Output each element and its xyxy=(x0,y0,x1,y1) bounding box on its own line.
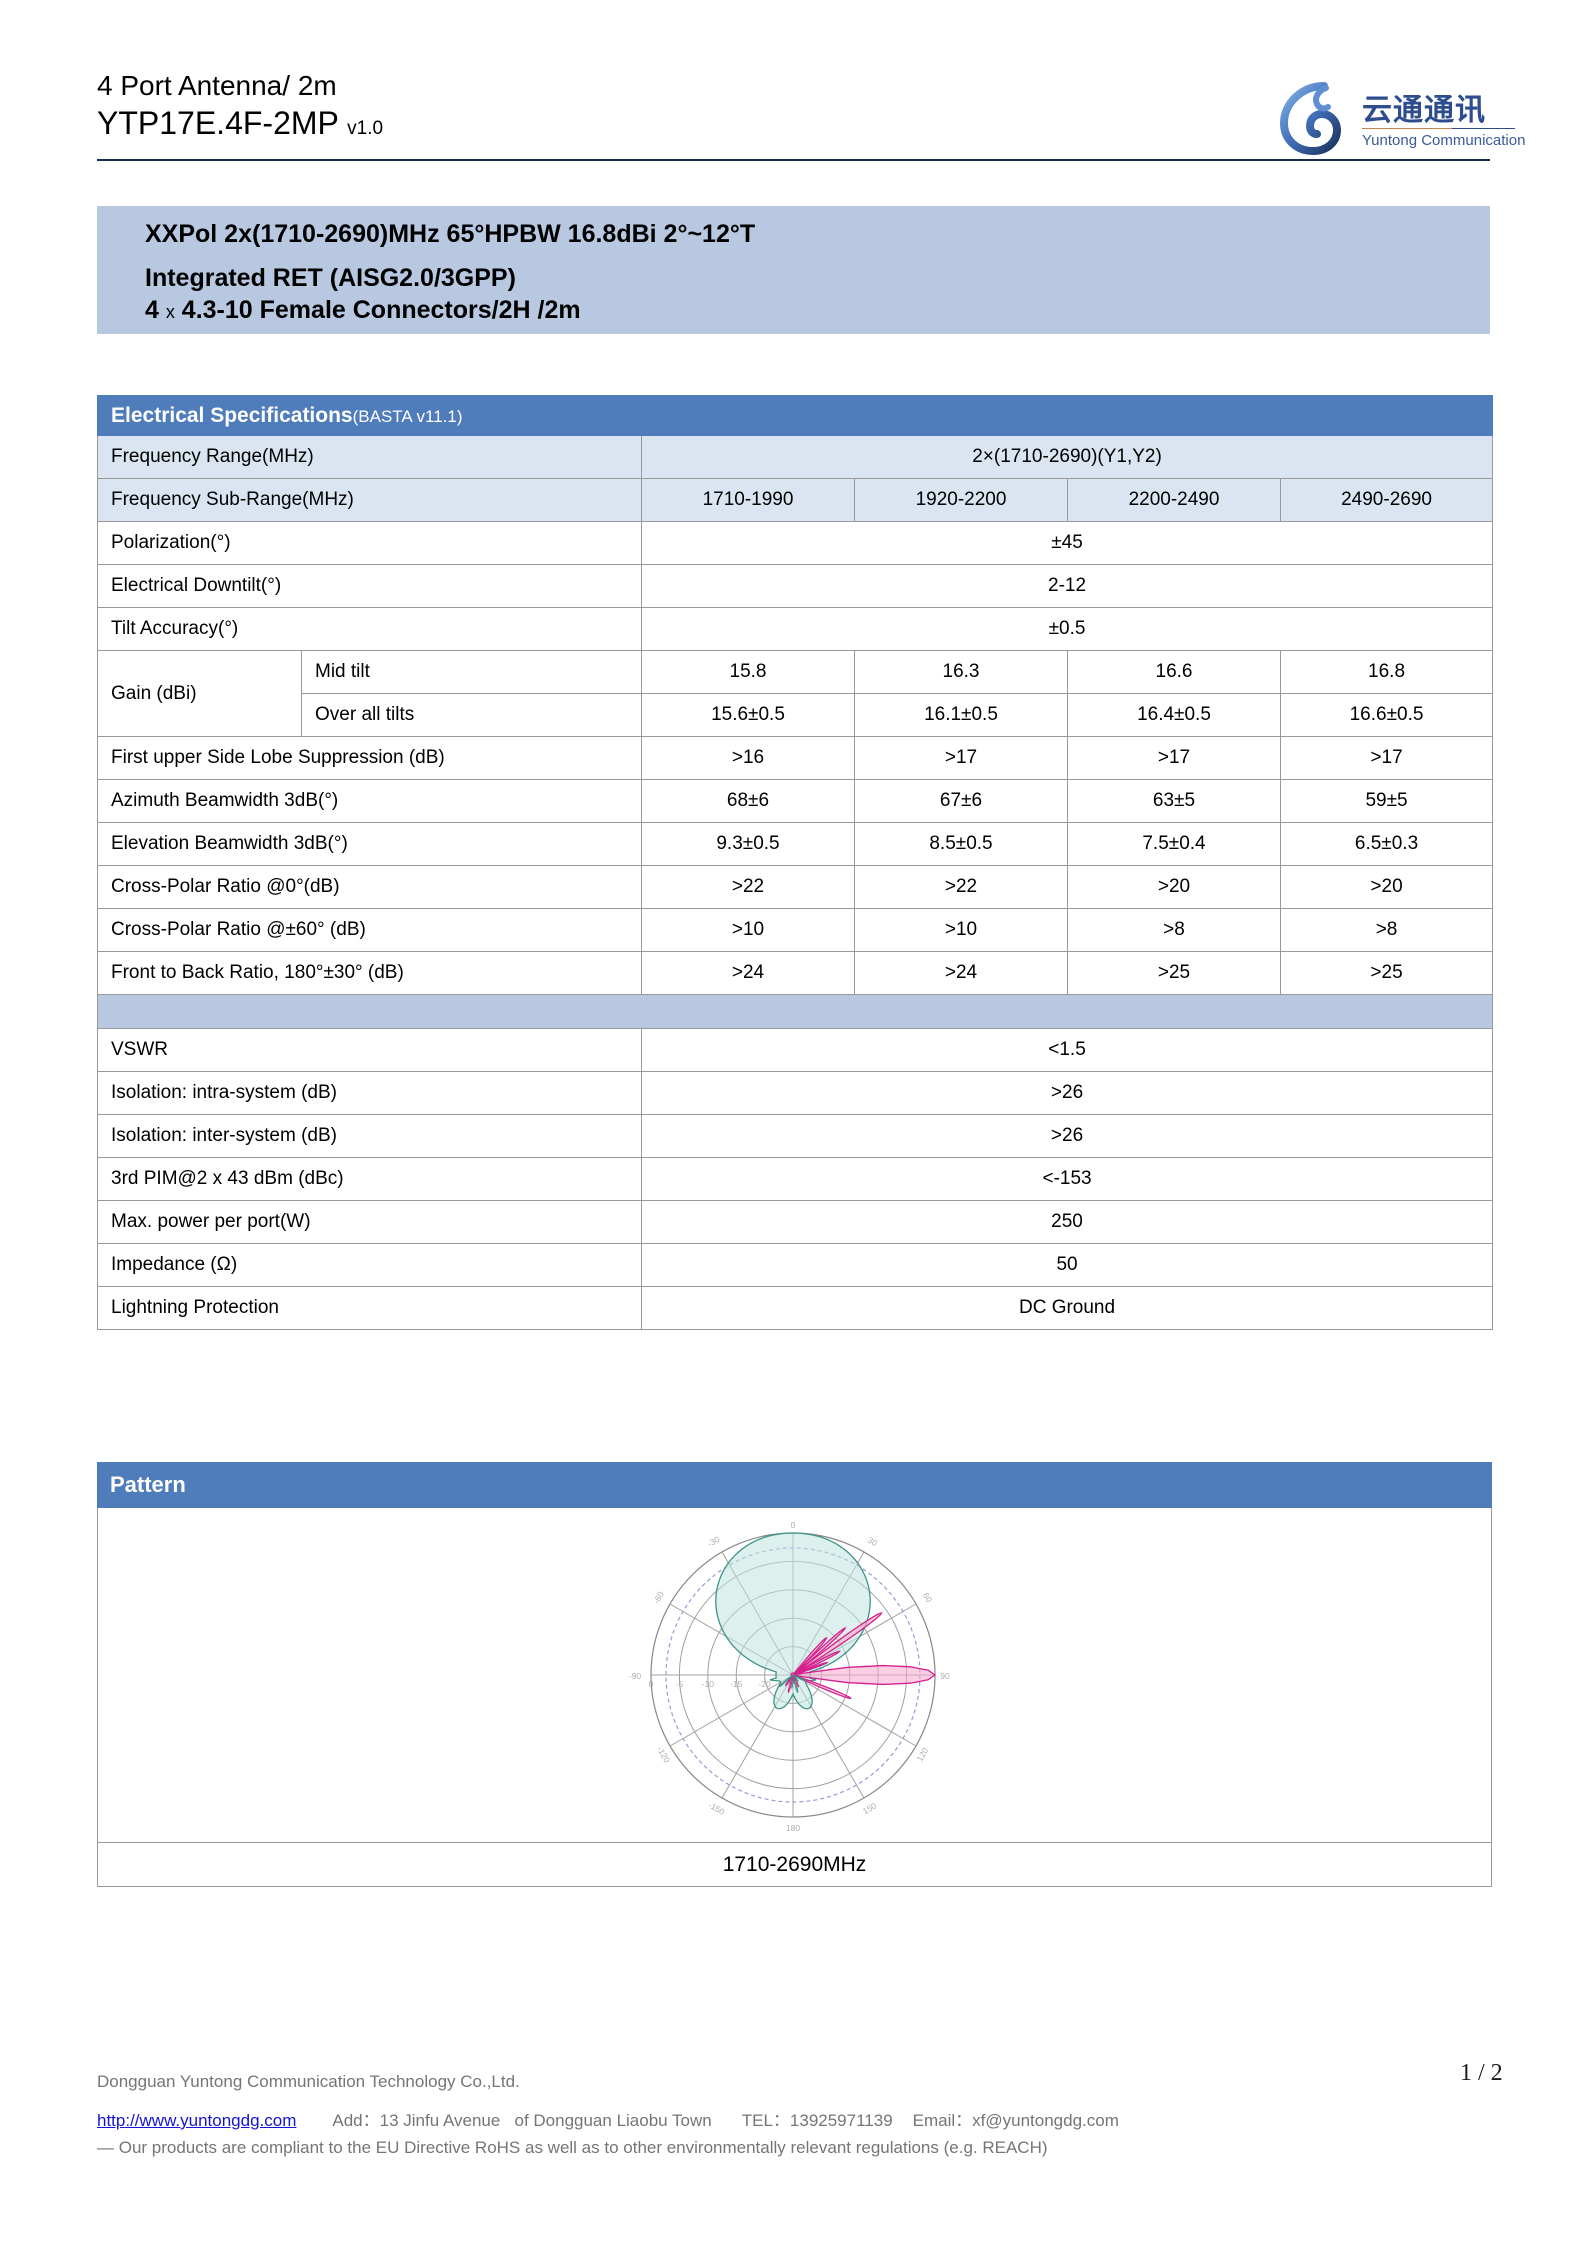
svg-text:-30: -30 xyxy=(706,1534,722,1549)
svg-text:-60: -60 xyxy=(651,1589,666,1605)
svg-text:-120: -120 xyxy=(655,1745,672,1765)
svg-text:-20: -20 xyxy=(758,1679,771,1689)
svg-text:180: 180 xyxy=(786,1823,800,1833)
svg-text:90: 90 xyxy=(940,1671,950,1681)
svg-text:-15: -15 xyxy=(730,1679,743,1689)
svg-text:-150: -150 xyxy=(707,1800,727,1817)
svg-text:0: 0 xyxy=(649,1679,654,1689)
svg-text:120: 120 xyxy=(915,1746,931,1764)
svg-text:-10: -10 xyxy=(702,1679,715,1689)
svg-text:-25: -25 xyxy=(787,1679,800,1689)
svg-text:-5: -5 xyxy=(676,1679,684,1689)
svg-text:-90: -90 xyxy=(629,1671,642,1681)
svg-text:60: 60 xyxy=(921,1591,935,1604)
svg-text:150: 150 xyxy=(861,1800,879,1816)
svg-text:0: 0 xyxy=(791,1520,796,1530)
svg-text:30: 30 xyxy=(866,1535,879,1549)
